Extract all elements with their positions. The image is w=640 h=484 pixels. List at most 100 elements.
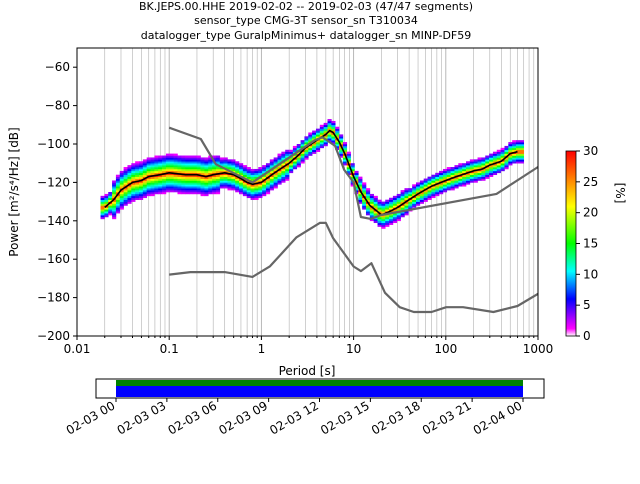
histogram-cell xyxy=(396,203,401,206)
histogram-cell xyxy=(365,207,371,210)
histogram-cell xyxy=(227,176,232,179)
histogram-cell xyxy=(335,134,340,137)
histogram-cell xyxy=(458,165,463,168)
histogram-cell xyxy=(385,218,390,222)
histogram-cell xyxy=(100,203,105,206)
histogram-cell xyxy=(350,184,355,187)
histogram-cell xyxy=(385,203,390,206)
histogram-cell xyxy=(189,176,194,179)
histogram-cell xyxy=(454,176,459,179)
histogram-cell xyxy=(462,168,467,172)
histogram-cell xyxy=(281,167,286,170)
histogram-cell xyxy=(516,140,521,143)
histogram-cell xyxy=(516,157,521,160)
histogram-cell xyxy=(362,188,367,191)
histogram-cell xyxy=(439,178,444,181)
histogram-cell xyxy=(254,197,259,200)
histogram-cell xyxy=(200,182,205,185)
histogram-cell xyxy=(473,172,478,176)
histogram-cell xyxy=(377,209,382,212)
histogram-cell xyxy=(112,180,117,183)
histogram-cell xyxy=(358,176,363,179)
histogram-cell xyxy=(512,145,517,149)
histogram-cell xyxy=(508,142,513,145)
histogram-cell xyxy=(389,220,394,224)
histogram-cell xyxy=(246,176,251,179)
histogram-cell xyxy=(327,120,332,124)
histogram-cell xyxy=(369,218,374,222)
histogram-cell xyxy=(404,213,409,216)
histogram-cell xyxy=(389,222,394,225)
histogram-cell xyxy=(265,180,271,183)
histogram-cell xyxy=(431,186,436,189)
histogram-cell xyxy=(377,201,382,204)
histogram-cell xyxy=(196,172,201,176)
histogram-cell xyxy=(285,168,290,172)
histogram-cell xyxy=(304,153,309,156)
histogram-cell xyxy=(204,176,209,179)
histogram-cell xyxy=(169,174,174,177)
histogram-cell xyxy=(362,197,367,200)
histogram-cell xyxy=(419,188,424,191)
histogram-cell xyxy=(231,167,236,170)
histogram-cell xyxy=(285,167,290,170)
histogram-cell xyxy=(139,197,144,200)
histogram-cell xyxy=(189,190,194,193)
histogram-cell xyxy=(485,161,490,164)
histogram-cell xyxy=(304,138,309,141)
histogram-cell xyxy=(131,193,136,197)
histogram-cell xyxy=(108,195,113,199)
histogram-cell xyxy=(415,182,421,185)
histogram-cell xyxy=(365,211,371,214)
histogram-cell xyxy=(500,157,505,160)
colorbar-tick-label: 15 xyxy=(583,237,598,251)
histogram-cell xyxy=(481,178,486,181)
histogram-cell xyxy=(146,178,151,181)
histogram-cell xyxy=(365,188,371,191)
histogram-cell xyxy=(235,184,240,187)
histogram-cell xyxy=(473,163,478,166)
histogram-cell xyxy=(504,165,509,168)
histogram-cell xyxy=(500,168,505,172)
histogram-cell xyxy=(281,168,286,172)
histogram-cell xyxy=(485,170,490,174)
histogram-cell xyxy=(242,193,248,197)
histogram-cell xyxy=(181,186,186,189)
histogram-cell xyxy=(419,182,424,185)
histogram-cell xyxy=(131,184,136,187)
histogram-cell xyxy=(119,174,124,177)
histogram-cell xyxy=(123,176,128,179)
histogram-cell xyxy=(454,178,459,181)
histogram-cell xyxy=(339,149,344,152)
histogram-cell xyxy=(200,165,205,168)
histogram-cell xyxy=(442,174,448,177)
histogram-cell xyxy=(427,182,432,185)
histogram-cell xyxy=(208,170,213,174)
histogram-cell xyxy=(185,168,190,172)
histogram-cell xyxy=(496,163,501,166)
histogram-cell xyxy=(239,172,244,176)
histogram-cell xyxy=(127,201,132,204)
histogram-cell xyxy=(135,197,140,200)
histogram-cell xyxy=(189,170,194,174)
histogram-cell xyxy=(300,142,305,145)
histogram-cell xyxy=(335,132,340,135)
histogram-cell xyxy=(204,180,209,183)
histogram-cell xyxy=(404,197,409,200)
histogram-cell xyxy=(154,186,159,189)
histogram-cell xyxy=(146,186,151,189)
histogram-cell xyxy=(281,151,286,154)
histogram-cell xyxy=(173,178,178,181)
histogram-cell xyxy=(123,184,128,187)
histogram-cell xyxy=(235,167,240,170)
histogram-cell xyxy=(496,170,501,174)
histogram-cell xyxy=(442,190,448,193)
histogram-cell xyxy=(281,155,286,158)
y-tick-label: −180 xyxy=(37,291,70,305)
histogram-cell xyxy=(219,174,224,177)
histogram-cell xyxy=(112,182,117,185)
histogram-cell xyxy=(500,151,505,154)
histogram-cell xyxy=(246,186,251,189)
histogram-cell xyxy=(481,159,486,162)
histogram-cell xyxy=(185,165,190,168)
